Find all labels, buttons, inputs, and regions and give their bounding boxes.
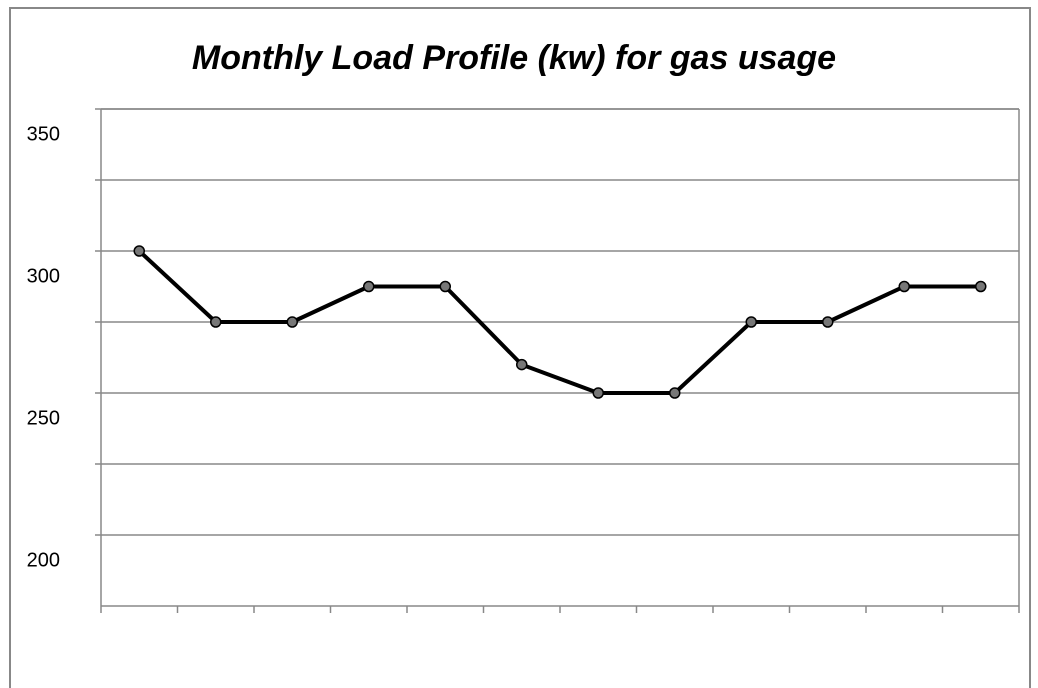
point-marker [592, 387, 604, 399]
point-marker [745, 316, 757, 328]
point-marker [975, 280, 987, 293]
y-tick-label: 200 [27, 549, 60, 571]
series-line [137, 249, 981, 395]
y-tick-label: 300 [27, 265, 60, 287]
y-tick-label: 350 [27, 123, 60, 145]
point-marker [286, 316, 298, 328]
y-tick-label: 250 [27, 407, 60, 429]
point-marker [898, 280, 910, 293]
chart-frame [9, 7, 1031, 688]
point-marker [133, 245, 145, 257]
point-marker [439, 280, 451, 293]
point-marker [669, 387, 681, 399]
point-marker [210, 316, 222, 328]
point-marker [363, 280, 375, 293]
point-marker [516, 358, 528, 371]
chart-title: Monthly Load Profile (kw) for gas usage [192, 39, 836, 77]
point-marker [822, 316, 834, 328]
